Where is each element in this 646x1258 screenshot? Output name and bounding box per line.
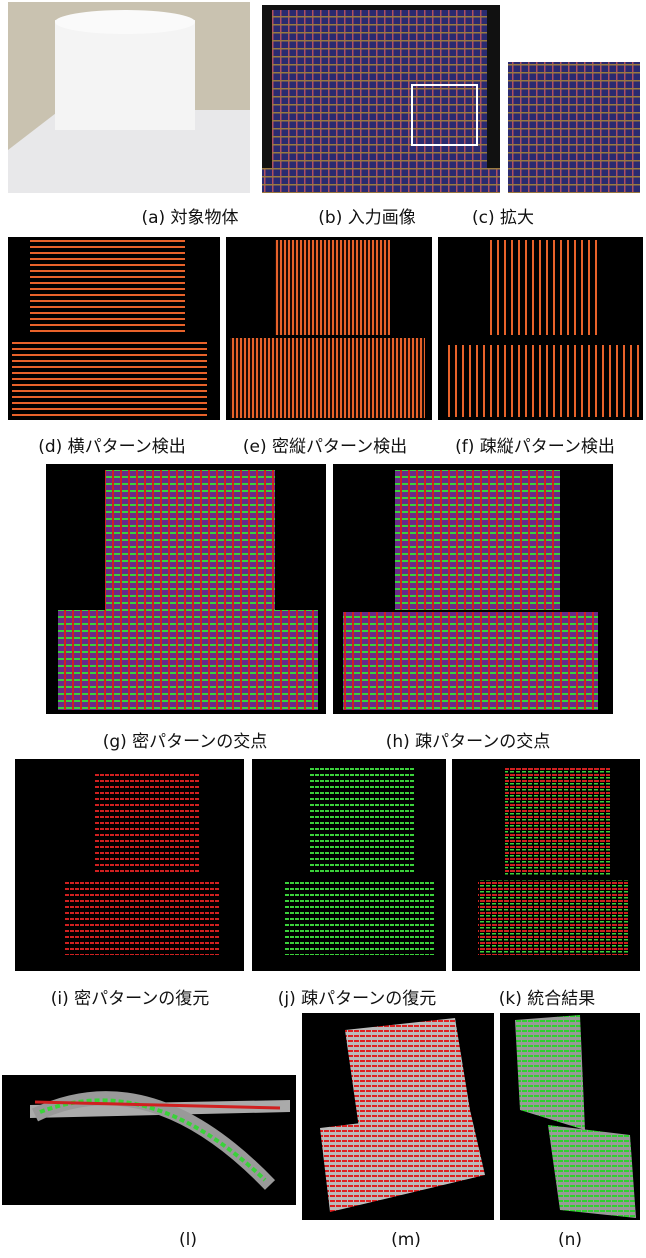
input-image — [262, 5, 500, 193]
caption: (c) 拡大 — [472, 208, 534, 228]
dense-vertical-detection — [226, 237, 432, 420]
page: (a) 対象物体 (b) 入力画像 (c) 拡大 (d) 横パターン検出 (e) 密縦パ… — [0, 0, 646, 1258]
sparse-intersections — [333, 464, 613, 714]
caption: (e) 密縦パターン検出 — [243, 437, 407, 457]
view-l — [2, 1075, 296, 1205]
caption: (a) 対象物体 — [141, 208, 238, 228]
caption: (i) 密パターンの復元 — [51, 989, 210, 1009]
caption: (b) 入力画像 — [318, 208, 415, 228]
dense-reconstruction — [15, 759, 244, 971]
horizontal-detection — [8, 237, 220, 420]
figure: (a) 対象物体 (b) 入力画像 (c) 拡大 (d) 横パターン検出 (e) 密縦パ… — [0, 0, 646, 1258]
merged-result — [452, 759, 640, 971]
zoom-image — [508, 62, 640, 193]
caption: (g) 密パターンの交点 — [103, 732, 268, 752]
sparse-reconstruction — [252, 759, 446, 971]
caption: (h) 疎パターンの交点 — [386, 732, 551, 752]
view-m — [302, 1013, 494, 1220]
caption: (d) 横パターン検出 — [38, 437, 186, 457]
caption: (k) 統合結果 — [499, 989, 596, 1009]
caption: (l) — [179, 1230, 197, 1250]
dense-intersections — [46, 464, 326, 714]
caption: (n) — [558, 1230, 582, 1250]
caption: (m) — [391, 1230, 421, 1250]
photo-object — [8, 2, 250, 193]
caption: (j) 疎パターンの復元 — [278, 989, 437, 1009]
view-n — [500, 1013, 640, 1220]
caption: (f) 疎縦パターン検出 — [455, 437, 615, 457]
sparse-vertical-detection — [438, 237, 643, 420]
